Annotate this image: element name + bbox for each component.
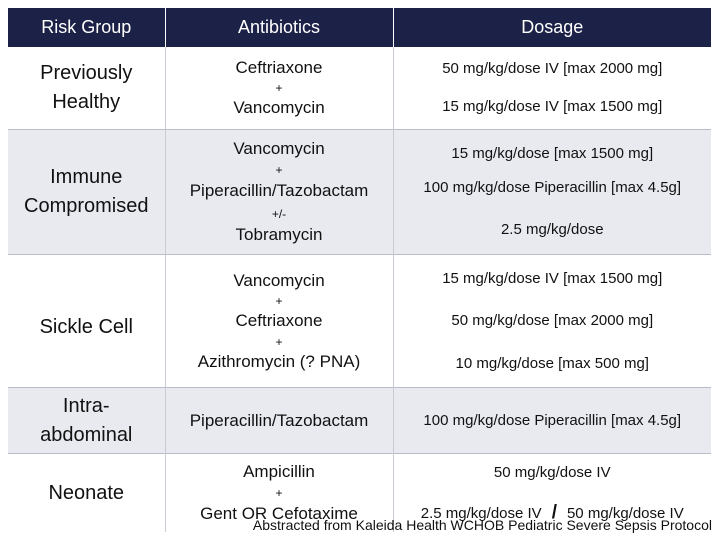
dosage-cell: 50 mg/kg/dose IV [max 2000 mg] 15 mg/kg/… xyxy=(393,47,711,130)
dose-text: 50 mg/kg/dose [max 2000 mg] xyxy=(451,311,654,329)
table-header-row: Risk Group Antibiotics Dosage xyxy=(8,8,711,47)
table-row: Sickle Cell Vancomycin + Ceftriaxone + A… xyxy=(8,254,711,388)
dose-text: 50 mg/kg/dose IV xyxy=(566,504,684,522)
risk-group-label: Previously xyxy=(40,62,133,84)
drug-connector: + xyxy=(275,486,283,500)
header-dosage: Dosage xyxy=(393,8,711,47)
dose-text: 15 mg/kg/dose IV [max 1500 mg] xyxy=(442,98,663,115)
drug-name: Vancomycin xyxy=(233,270,325,290)
risk-group-cell: Intra- abdominal xyxy=(8,387,166,454)
drug-name: Tobramycin xyxy=(235,225,323,244)
drug-name: Ceftriaxone xyxy=(235,58,323,77)
risk-group-cell: Neonate xyxy=(8,453,166,532)
risk-group-label: Sickle Cell xyxy=(39,315,133,338)
drug-name: Azithromycin (? PNA) xyxy=(197,351,361,371)
header-risk-group: Risk Group xyxy=(8,8,166,47)
dose-text: 15 mg/kg/dose [max 1500 mg] xyxy=(451,145,654,162)
antibiotics-cell: Ampicillin + Gent OR Cefotaxime xyxy=(165,453,394,532)
drug-connector: + xyxy=(275,293,283,308)
antibiotics-cell: Vancomycin + Ceftriaxone + Azithromycin … xyxy=(165,254,394,388)
drug-connector: + xyxy=(275,81,283,95)
risk-group-label: Immune xyxy=(50,166,123,188)
risk-group-cell: Previously Healthy xyxy=(8,47,166,130)
drug-name: Piperacillin/Tazobactam xyxy=(189,410,369,430)
drug-name: Gent OR Cefotaxime xyxy=(200,504,358,523)
antibiotics-cell: Piperacillin/Tazobactam xyxy=(165,387,394,454)
dosage-cell: 15 mg/kg/dose [max 1500 mg] 100 mg/kg/do… xyxy=(393,130,711,255)
table-row: Intra- abdominal Piperacillin/Tazobactam… xyxy=(8,387,711,454)
dose-text: 100 mg/kg/dose Piperacillin [max 4.5g] xyxy=(423,179,682,196)
risk-group-label: Intra- xyxy=(62,394,110,417)
dose-text: 50 mg/kg/dose IV [max 2000 mg] xyxy=(442,60,663,77)
dose-text: 100 mg/kg/dose Piperacillin [max 4.5g] xyxy=(423,411,682,429)
table-row: Immune Compromised Vancomycin + Piperaci… xyxy=(8,129,711,255)
risk-group-label: Healthy xyxy=(52,91,121,113)
dosage-cell: 50 mg/kg/dose IV 2.5 mg/kg/dose IV / 50 mg… xyxy=(393,454,711,533)
table-row: Previously Healthy Ceftriaxone + Vancomy… xyxy=(8,47,711,130)
dose-text: 15 mg/kg/dose IV [max 1500 mg] xyxy=(442,269,663,287)
drug-name: Piperacillin/Tazobactam xyxy=(189,181,369,200)
dose-combined: 2.5 mg/kg/dose IV / 50 mg/kg/dose IV xyxy=(394,501,712,524)
antibiotics-cell: Ceftriaxone + Vancomycin xyxy=(165,47,394,130)
risk-group-cell: Immune Compromised xyxy=(8,129,166,255)
dose-separator: / xyxy=(551,501,557,523)
risk-group-label: Neonate xyxy=(48,481,125,504)
drug-connector: + xyxy=(275,163,283,177)
dosage-cell: 100 mg/kg/dose Piperacillin [max 4.5g] xyxy=(393,388,711,454)
risk-group-cell: Sickle Cell xyxy=(8,254,166,388)
header-antibiotics: Antibiotics xyxy=(165,8,394,47)
risk-group-label: Compromised xyxy=(24,195,149,217)
dosage-cell: 15 mg/kg/dose IV [max 1500 mg] 50 mg/kg/… xyxy=(393,255,711,388)
drug-name: Vancomycin xyxy=(233,98,325,117)
source-footnote: Abstracted from Kaleida Health WCHOB Ped… xyxy=(252,517,712,533)
dose-text: 2.5 mg/kg/dose xyxy=(500,221,604,238)
sepsis-antibiotic-table: Risk Group Antibiotics Dosage Previously… xyxy=(8,8,711,532)
risk-group-label: abdominal xyxy=(40,423,133,446)
drug-connector: + xyxy=(275,334,283,349)
dose-text: 10 mg/kg/dose [max 500 mg] xyxy=(455,354,649,372)
drug-name: Ampicillin xyxy=(243,462,315,481)
antibiotics-cell: Vancomycin + Piperacillin/Tazobactam +/-… xyxy=(165,129,394,255)
drug-name: Vancomycin xyxy=(233,139,325,158)
table-row: Neonate Ampicillin + Gent OR Cefotaxime … xyxy=(8,453,711,533)
dose-text: 50 mg/kg/dose IV xyxy=(493,463,611,481)
dose-text: 2.5 mg/kg/dose IV xyxy=(420,504,542,522)
drug-name: Ceftriaxone xyxy=(235,310,323,330)
drug-connector: +/- xyxy=(271,207,287,221)
